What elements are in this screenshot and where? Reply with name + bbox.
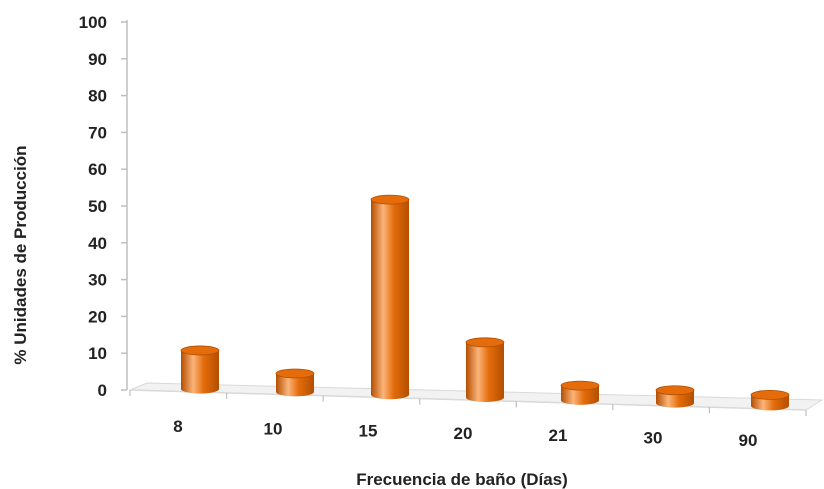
bars-group <box>180 194 790 411</box>
bar-top <box>180 345 220 356</box>
x-tick-label: 90 <box>739 431 758 450</box>
x-tick-label: 21 <box>549 426 568 445</box>
bar-top <box>750 389 790 400</box>
y-tick-label: 70 <box>88 123 107 142</box>
y-tick-label: 0 <box>98 381 107 400</box>
y-tick-label: 100 <box>79 13 107 32</box>
bar-body <box>276 373 314 397</box>
bar <box>465 337 505 403</box>
bar-body <box>181 350 219 394</box>
y-axis-title: % Unidades de Producción <box>11 145 30 364</box>
x-tick-label: 8 <box>173 417 182 436</box>
bar-top <box>465 337 505 348</box>
bar <box>370 194 410 400</box>
x-axis-title: Frecuencia de baño (Días) <box>356 470 568 489</box>
x-tick-label: 20 <box>454 424 473 443</box>
bar-top <box>275 368 315 379</box>
bar <box>180 345 220 394</box>
y-tick-label: 30 <box>88 271 107 290</box>
x-tick-label: 15 <box>359 422 378 441</box>
bar-body <box>371 199 409 400</box>
y-tick-label: 40 <box>88 234 107 253</box>
bar-top <box>370 194 410 205</box>
y-tick-label: 10 <box>88 344 107 363</box>
y-tick-label: 20 <box>88 307 107 326</box>
x-axis-ticks: 8 10 15 20 21 30 90 <box>129 390 807 450</box>
bar-body <box>466 342 504 403</box>
bar-top <box>560 380 600 391</box>
bar-body <box>656 390 694 408</box>
bar <box>560 380 600 405</box>
y-axis-ticks: 0 10 20 30 40 50 60 70 80 90 100 <box>79 13 127 400</box>
y-tick-label: 80 <box>88 87 107 106</box>
y-tick-label: 60 <box>88 160 107 179</box>
bar <box>275 368 315 397</box>
bar-top <box>655 385 695 396</box>
y-tick-label: 50 <box>88 197 107 216</box>
bar <box>750 389 790 411</box>
x-axis-line <box>129 389 807 411</box>
x-tick-label: 30 <box>644 429 663 448</box>
bar <box>655 385 695 408</box>
x-tick-label: 10 <box>264 419 283 438</box>
y-tick-label: 90 <box>88 50 107 69</box>
bar-body <box>561 385 599 405</box>
